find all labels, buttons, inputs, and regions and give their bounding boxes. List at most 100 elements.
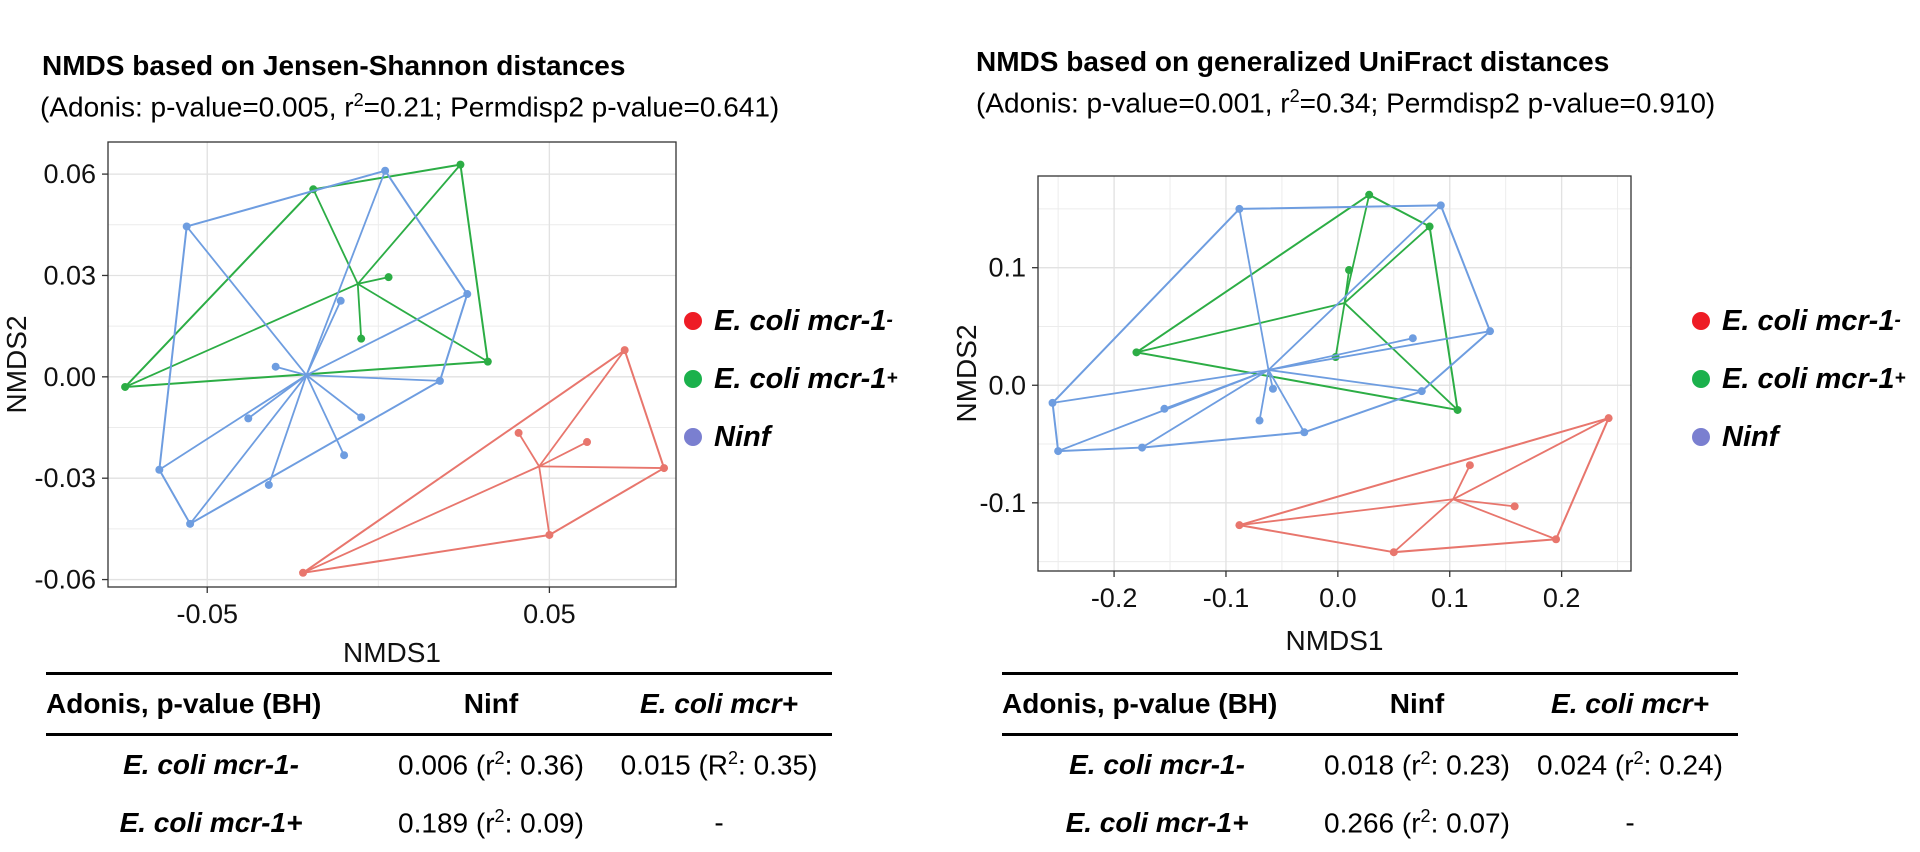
x-axis-title: NMDS1 <box>343 637 441 668</box>
data-point <box>1510 502 1519 511</box>
table-row: E. coli mcr-1+ 0.266 (r2: 0.07) - <box>1002 794 1738 852</box>
row-label: E. coli mcr-1- <box>123 749 299 780</box>
data-point <box>1048 398 1057 407</box>
data-point <box>1486 327 1495 336</box>
table-cell: - <box>1625 807 1635 838</box>
data-point <box>1604 414 1613 423</box>
spider-line <box>1452 498 1557 541</box>
right-panel: NMDS based on generalized UniFract dista… <box>951 0 1920 848</box>
y-tick-label: 0.0 <box>988 370 1026 400</box>
data-point <box>299 568 308 577</box>
y-axis-title: NMDS2 <box>1 315 32 413</box>
table-header-ecoli-mcr: E. coli mcr+ <box>1522 672 1738 736</box>
spider-line <box>538 466 551 536</box>
data-point <box>1132 348 1141 357</box>
table-cell: 0.015 (R2: 0.35) <box>620 748 818 781</box>
spider-line <box>305 300 342 376</box>
data-point <box>514 428 523 437</box>
data-point <box>357 413 366 422</box>
data-point <box>1465 461 1474 470</box>
data-point <box>1408 334 1417 343</box>
data-point <box>1365 190 1374 199</box>
spider-line <box>1136 302 1345 354</box>
data-point <box>1235 521 1244 530</box>
right-nmds-plot: -0.2 -0.1 0.0 0.1 0.2 0.1 0.0 -0.1 NMDS1 NMDS2 <box>951 175 1632 656</box>
spider-line <box>267 374 308 486</box>
row-label: E. coli mcr-1- <box>1069 749 1245 780</box>
y-tick-label: 0.06 <box>43 159 96 189</box>
left-adonis-table: Adonis, p-value (BH) Ninf E. coli mcr+ E… <box>46 672 832 852</box>
table-header-ninf: Ninf <box>376 672 606 736</box>
spider-line <box>357 276 389 285</box>
data-point <box>381 166 390 175</box>
y-tick-label: -0.03 <box>34 463 96 493</box>
data-point <box>1389 548 1398 557</box>
spider-line <box>1141 369 1269 449</box>
table-cell: 0.266 (r2: 0.07) <box>1324 806 1510 839</box>
table-header-label: Adonis, p-value (BH) <box>1002 672 1312 736</box>
table-cell: 0.006 (r2: 0.36) <box>398 748 584 781</box>
x-tick-label: 0.1 <box>1431 583 1469 613</box>
legend-dot <box>1692 370 1710 388</box>
spider-line <box>1258 369 1270 421</box>
spider-line <box>1452 417 1610 501</box>
spider-line <box>1267 204 1442 371</box>
table-cell: 0.024 (r2: 0.24) <box>1537 748 1723 781</box>
spider-line <box>1343 194 1371 304</box>
table-row: E. coli mcr-1- 0.006 (r2: 0.36) 0.015 (R… <box>46 735 832 795</box>
legend-dot <box>1692 312 1710 330</box>
right-legend: E. coli mcr-1- E. coli mcr-1 + Ninf <box>1692 292 1906 466</box>
data-point <box>1268 384 1277 393</box>
spider-line <box>356 283 363 339</box>
data-point <box>456 160 465 169</box>
spider-line <box>312 188 359 285</box>
plot-border <box>107 141 677 588</box>
data-point <box>483 357 492 366</box>
data-point <box>1300 428 1309 437</box>
legend-dot <box>684 428 702 446</box>
data-point <box>583 438 592 447</box>
spider-line <box>517 432 540 467</box>
data-point <box>271 362 280 371</box>
data-point <box>1160 404 1169 413</box>
legend-dot <box>684 370 702 388</box>
spider-line <box>1268 330 1491 371</box>
right-adonis-table: Adonis, p-value (BH) Ninf E. coli mcr+ E… <box>1002 672 1738 852</box>
x-tick-label: -0.2 <box>1091 583 1138 613</box>
table-header-ninf: Ninf <box>1312 672 1522 736</box>
row-label: E. coli mcr-1+ <box>119 807 303 838</box>
spider-line <box>1343 302 1459 411</box>
legend-item-ninf: Ninf <box>1692 408 1906 466</box>
table-cell: 0.018 (r2: 0.23) <box>1324 748 1510 781</box>
data-point <box>182 222 191 231</box>
x-tick-label: 0.05 <box>523 599 576 629</box>
x-tick-label: 0.2 <box>1543 583 1581 613</box>
legend-item-ecoli-mcr1-neg: E. coli mcr-1- <box>684 292 898 350</box>
data-point <box>463 290 472 299</box>
plot-background <box>1038 176 1631 571</box>
spider-line <box>1238 208 1270 371</box>
x-tick-label: -0.1 <box>1203 583 1250 613</box>
x-tick-label: -0.05 <box>176 599 238 629</box>
data-point <box>357 334 366 343</box>
legend-item-ecoli-mcr1-pos: E. coli mcr-1 + <box>684 350 898 408</box>
data-point <box>1453 405 1462 414</box>
data-point <box>545 530 554 539</box>
data-point <box>1255 416 1264 425</box>
data-point <box>186 519 195 528</box>
spider-line <box>305 374 362 419</box>
legend-item-ecoli-mcr1-neg: E. coli mcr-1- <box>1692 292 1906 350</box>
data-point <box>336 296 345 305</box>
right-chart-title: NMDS based on generalized UniFract dista… <box>976 46 1610 77</box>
data-point <box>155 465 164 474</box>
left-panel: NMDS based on Jensen-Shannon distances (… <box>0 0 960 848</box>
table-row: E. coli mcr-1+ 0.189 (r2: 0.09) - <box>46 794 832 852</box>
spider-line <box>302 465 540 574</box>
spider-line <box>185 225 308 376</box>
y-tick-label: -0.1 <box>979 488 1026 518</box>
y-tick-label: 0.1 <box>988 253 1026 283</box>
legend-dot <box>1692 428 1710 446</box>
spider-line <box>1268 369 1422 393</box>
spider-line <box>305 170 386 376</box>
table-header-row: Adonis, p-value (BH) Ninf E. coli mcr+ <box>46 672 832 736</box>
